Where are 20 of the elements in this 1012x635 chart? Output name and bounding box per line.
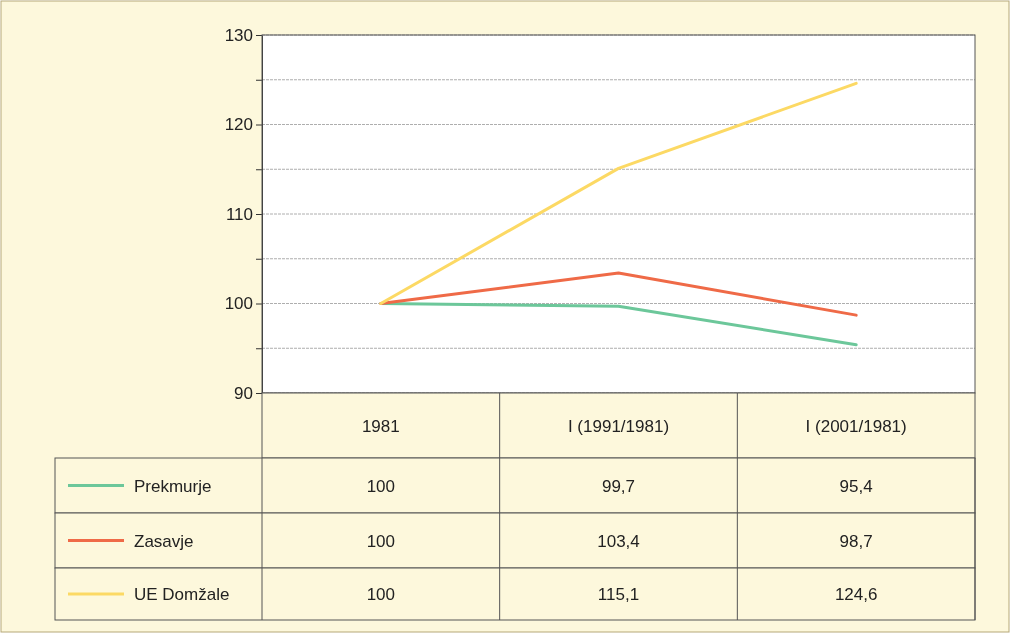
data-label: 100 — [366, 476, 396, 496]
x-tick-label: 1981 — [361, 416, 400, 436]
data-label: 100 — [366, 531, 396, 551]
data-label: 100 — [366, 585, 396, 604]
data-label: 99,7 — [601, 476, 636, 496]
x-tick-label: I (2001/1981) — [805, 416, 907, 436]
data-label: 98,7 — [839, 531, 873, 551]
data-label: 124,6 — [834, 585, 878, 604]
y-tick-label: 120 — [224, 115, 253, 135]
legend-label: Prekmurje — [134, 476, 212, 496]
y-tick-label: 90 — [234, 383, 253, 403]
legend-label: UE Domžale — [134, 585, 230, 604]
legend-label: Zasavje — [134, 531, 194, 551]
data-label: 95,4 — [839, 476, 873, 496]
data-label: 103,4 — [597, 531, 640, 551]
y-tick-label: 130 — [224, 25, 253, 45]
y-tick-label: 110 — [225, 204, 253, 224]
x-tick-label: I (1991/1981) — [567, 416, 670, 436]
y-tick-label: 100 — [224, 294, 253, 314]
data-label: 115,1 — [597, 585, 640, 604]
